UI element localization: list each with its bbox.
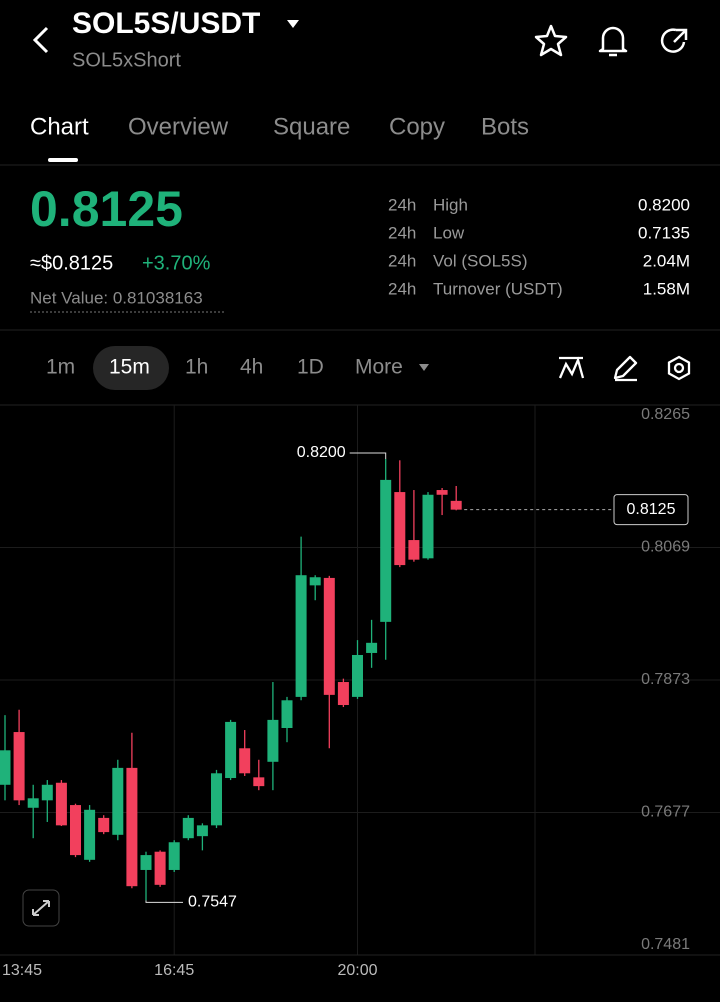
y-tick-label: 0.7873 xyxy=(641,671,690,688)
candle-body xyxy=(27,798,39,808)
candle-body xyxy=(380,479,392,622)
stat-value: 0.8200 xyxy=(638,195,690,214)
pair-dropdown[interactable] xyxy=(287,20,299,28)
candle-body xyxy=(196,825,208,837)
x-tick-label: 16:45 xyxy=(154,962,194,979)
candle-body xyxy=(450,500,462,510)
tab[interactable]: Chart xyxy=(30,113,89,140)
settings-button-dot xyxy=(673,362,685,374)
candle-body xyxy=(394,492,406,566)
candle-body xyxy=(154,851,166,885)
candle-body xyxy=(225,721,237,779)
candle-body xyxy=(309,577,321,586)
candle-body xyxy=(408,540,420,560)
candle-body xyxy=(366,642,378,653)
candle-body xyxy=(13,732,25,801)
tab[interactable]: Copy xyxy=(389,113,445,140)
candle-body xyxy=(182,817,194,839)
indicator-button[interactable] xyxy=(558,356,585,379)
tab[interactable]: Overview xyxy=(128,113,229,140)
candle-body xyxy=(323,577,335,695)
pair-title[interactable]: SOL5S/USDT xyxy=(72,7,260,40)
y-tick-label: 0.7481 xyxy=(641,936,690,953)
candle-body xyxy=(281,700,293,728)
interval[interactable]: More xyxy=(355,356,403,379)
back-button[interactable] xyxy=(32,26,49,54)
candle-body xyxy=(55,782,67,826)
expand-icon xyxy=(32,900,50,916)
candle-body xyxy=(70,805,81,856)
x-tick-label: 20:00 xyxy=(337,962,377,979)
settings-button[interactable] xyxy=(667,355,691,381)
tab[interactable]: Square xyxy=(273,113,350,140)
usd-price: ≈$0.8125 xyxy=(30,252,113,274)
interval[interactable]: 1m xyxy=(46,356,75,379)
draw-button[interactable] xyxy=(613,355,638,382)
stat-label: Low xyxy=(433,223,465,242)
stats: 24h High 0.8200 24h Low 0.7135 24h Vol (… xyxy=(388,195,690,298)
candle-body xyxy=(436,490,448,495)
more-dropdown[interactable] xyxy=(419,364,429,371)
y-tick-label: 0.8069 xyxy=(641,539,690,556)
candle-body xyxy=(295,575,307,697)
stat-label: Turnover (USDT) xyxy=(433,279,563,298)
max-marker xyxy=(349,452,387,459)
price-change: +3.70% xyxy=(142,252,211,274)
candle-body xyxy=(337,682,349,706)
stat-period: 24h xyxy=(388,279,416,298)
candle-body xyxy=(253,777,265,787)
candle-body xyxy=(140,855,152,870)
candle-body xyxy=(112,767,124,835)
last-price-label: 0.8125 xyxy=(627,501,676,518)
plot: 0.8265 0.8069 0.7873 0.7677 0.7481 13:45 16:45… xyxy=(0,405,720,979)
candle-body xyxy=(41,784,53,801)
y-tick-label: 0.7677 xyxy=(641,804,690,821)
interval-active xyxy=(93,346,169,390)
stat-label: High xyxy=(433,195,468,214)
last-price: 0.8125 xyxy=(30,181,183,237)
pair-subtitle: SOL5xShort xyxy=(72,49,181,71)
min-label: 0.7547 xyxy=(188,894,237,911)
candle-body xyxy=(126,767,138,887)
tab[interactable]: Bots xyxy=(481,113,529,140)
stat-label: Vol (SOL5S) xyxy=(433,251,528,270)
net-value[interactable]: Net Value: 0.81038163 xyxy=(30,288,203,307)
tab-indicator xyxy=(48,158,78,162)
stat-period: 24h xyxy=(388,223,416,242)
candle-body xyxy=(422,494,434,559)
candle-body xyxy=(0,750,11,785)
candle-body xyxy=(267,719,279,762)
x-tick-label: 13:45 xyxy=(2,962,42,979)
candle-body xyxy=(168,842,180,870)
interval[interactable]: 15m xyxy=(109,356,150,379)
interval[interactable]: 1h xyxy=(185,356,208,379)
expand-button[interactable] xyxy=(22,889,60,927)
interval[interactable]: 1D xyxy=(297,356,324,379)
candle-body xyxy=(84,809,96,860)
alert-button[interactable] xyxy=(598,26,628,57)
stat-period: 24h xyxy=(388,195,416,214)
candle-body xyxy=(211,773,222,826)
stat-value: 0.7135 xyxy=(638,223,690,242)
stat-period: 24h xyxy=(388,251,416,270)
candle-body xyxy=(98,817,110,833)
stat-value: 1.58M xyxy=(643,279,690,298)
min-marker xyxy=(145,900,183,903)
y-tick-label: 0.8265 xyxy=(641,406,690,423)
last-price-tag xyxy=(613,494,689,526)
candle-body xyxy=(239,748,251,774)
candle-body xyxy=(352,654,363,697)
share-button[interactable] xyxy=(660,28,688,53)
interval[interactable]: 4h xyxy=(240,356,263,379)
stat-value: 2.04M xyxy=(643,251,690,270)
favorite-button[interactable] xyxy=(534,24,568,57)
max-label: 0.8200 xyxy=(297,444,346,461)
